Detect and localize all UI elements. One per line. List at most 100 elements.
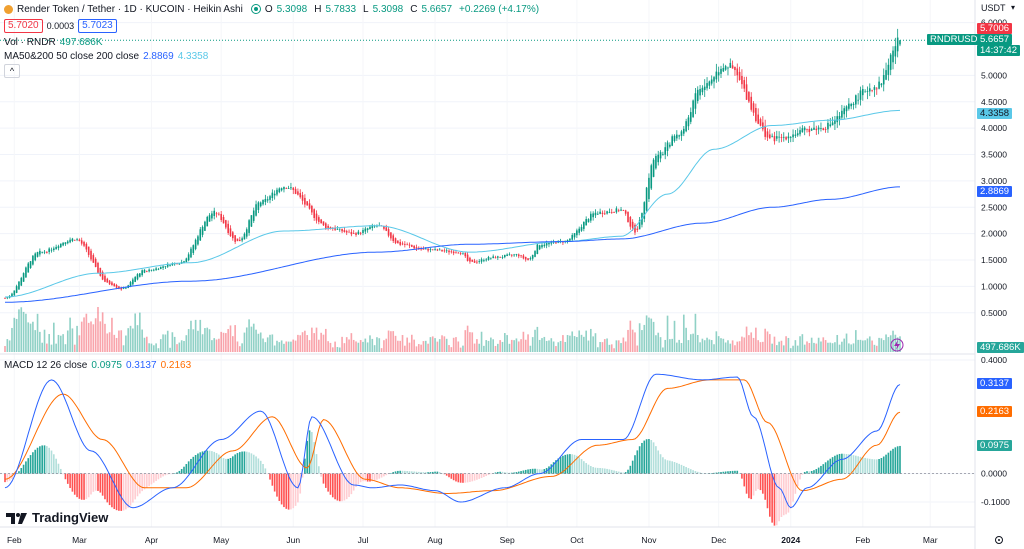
settings-icon[interactable] xyxy=(995,536,1003,544)
tradingview-logo[interactable]: TradingView xyxy=(6,510,108,525)
volume-bar xyxy=(483,345,485,352)
candle-body xyxy=(383,225,385,229)
volume-bar xyxy=(848,343,850,352)
macd-axis[interactable]: 0.4000 0.0000 -0.1000 xyxy=(981,355,1010,507)
candle-body xyxy=(266,199,269,201)
candle-body xyxy=(645,187,648,211)
volume-bar xyxy=(699,342,701,352)
volume-bar xyxy=(785,336,787,352)
volume-bar xyxy=(22,311,25,352)
time-tick-label: Mar xyxy=(923,535,938,545)
macd-hist-bar xyxy=(824,462,827,474)
candle-body xyxy=(471,259,474,262)
candle-body xyxy=(583,221,585,229)
candle-body xyxy=(113,283,116,287)
volume-bar xyxy=(587,340,590,352)
volume-bar xyxy=(222,332,225,352)
volume-bar xyxy=(834,342,836,352)
candle-body xyxy=(238,239,241,242)
volume-bar xyxy=(782,345,785,352)
open-value: 5.3098 xyxy=(276,3,308,15)
volume-bar xyxy=(638,323,641,352)
volume-bar xyxy=(864,340,866,352)
volume-bar xyxy=(311,327,313,352)
chevron-down-icon[interactable]: ▾ xyxy=(1011,3,1016,12)
volume-bar xyxy=(336,347,339,352)
volume-bar xyxy=(794,340,797,352)
volume-bar xyxy=(741,336,743,352)
volume-bar xyxy=(199,319,202,352)
symbol-title[interactable]: Render Token / Tether · 1D · KUCOIN · He… xyxy=(17,3,243,15)
macd-histogram xyxy=(4,430,901,526)
currency-selector[interactable]: USDT xyxy=(981,3,1006,13)
volume-bar xyxy=(731,340,734,352)
volume-bar xyxy=(820,341,822,352)
candle-body xyxy=(229,228,232,237)
volume-bar xyxy=(206,327,209,352)
candle-body xyxy=(427,248,429,251)
macd-tick-label: 0.4000 xyxy=(981,355,1007,365)
volume-bar xyxy=(666,315,669,352)
candle-body xyxy=(524,256,527,260)
macd-hist-bar xyxy=(541,469,543,474)
volume-bar xyxy=(20,307,23,352)
macd-hist-bar xyxy=(503,472,506,474)
sell-button[interactable]: 5.7020 xyxy=(4,19,43,33)
buy-button[interactable]: 5.7023 xyxy=(78,19,117,33)
macd-hist-bar xyxy=(287,473,290,510)
candle-body xyxy=(313,209,315,218)
macd-hist-bar xyxy=(731,470,734,474)
collapse-legend-button[interactable]: ^ xyxy=(4,64,20,78)
volume-bar xyxy=(606,338,608,352)
macd-hist-bar xyxy=(32,452,34,474)
candle-body xyxy=(827,122,829,130)
candle-body xyxy=(134,276,136,282)
lightning-icon[interactable] xyxy=(890,338,904,352)
volume-label[interactable]: Vol · RNDR xyxy=(4,36,56,48)
candle-body xyxy=(343,230,346,233)
candle-body xyxy=(657,154,660,163)
macd-hist-bar xyxy=(129,473,132,506)
macd-hist-bar xyxy=(178,470,181,474)
macd-legend: MACD 12 26 close 0.0975 0.3137 0.2163 xyxy=(4,358,191,372)
macd-label[interactable]: MACD 12 26 close xyxy=(4,359,88,371)
volume-bar xyxy=(503,333,506,352)
volume-bar xyxy=(66,330,69,352)
candle-body xyxy=(99,267,102,276)
macd-hist-bar xyxy=(634,455,636,474)
candle-body xyxy=(636,228,639,230)
hist-axis-label: 0.0975 xyxy=(977,440,1013,451)
volume-bar xyxy=(304,330,306,352)
time-axis[interactable]: Feb Mar Apr May Jun Jul Aug Sep Oct Nov Dec 2024 Feb… xyxy=(7,535,938,545)
macd-hist-bar xyxy=(76,473,78,498)
volume-bar xyxy=(385,338,388,352)
macd-hist-bar xyxy=(657,450,660,474)
volume-bar xyxy=(513,340,515,352)
volume-bar xyxy=(806,341,808,352)
macd-hist-bar xyxy=(810,470,813,474)
macd-hist-bar xyxy=(527,469,529,474)
candle-body xyxy=(813,127,815,130)
macd-hist-bar xyxy=(285,473,288,509)
candle-body xyxy=(129,282,132,287)
candle-body xyxy=(108,280,111,285)
candlestick-series[interactable] xyxy=(4,28,901,300)
ma-label[interactable]: MA50&200 50 close 200 close xyxy=(4,50,140,62)
candle-body xyxy=(743,80,746,89)
volume-bar xyxy=(343,343,346,352)
macd-hist-bar xyxy=(843,453,846,474)
candle-body xyxy=(882,75,885,85)
macd-hist-bar xyxy=(524,469,527,474)
price-tick-label: 3.0000 xyxy=(981,176,1007,186)
candle-body xyxy=(485,259,488,261)
volume-bar xyxy=(590,328,592,352)
macd-hist-bar xyxy=(666,460,669,474)
price-axis[interactable]: 6.0000 5.0000 4.5000 4.0000 3.5000 3.0000 2.50… xyxy=(981,18,1007,318)
volume-bar xyxy=(48,334,50,352)
candle-body xyxy=(613,212,615,213)
macd-hist-bar xyxy=(169,473,171,475)
macd-hist-bar xyxy=(585,463,587,474)
volume-bar xyxy=(366,342,369,352)
macd-hist-bar xyxy=(6,473,9,482)
